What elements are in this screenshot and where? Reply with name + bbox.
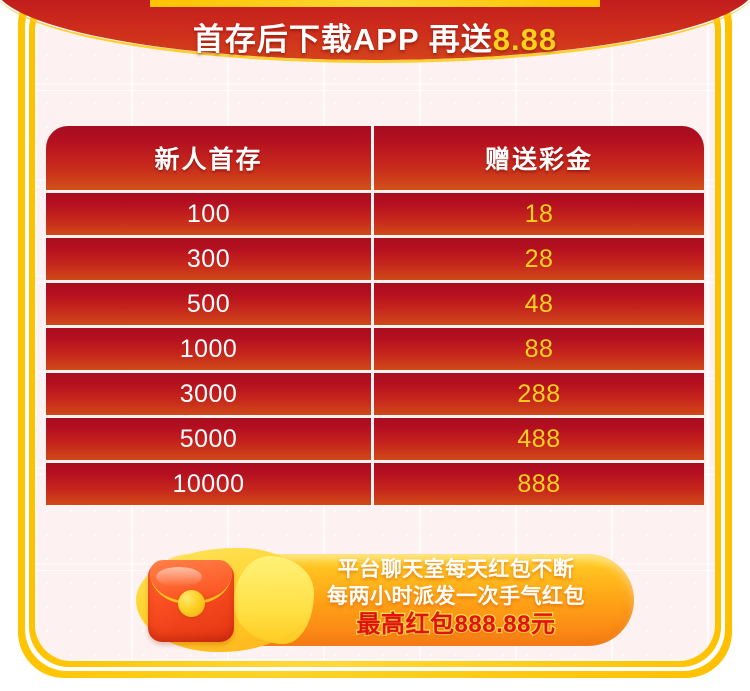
bonus-value: 18 bbox=[524, 199, 554, 228]
cell-deposit: 5000 bbox=[46, 418, 371, 460]
deposit-value: 5000 bbox=[179, 424, 238, 453]
table-row: 300 28 bbox=[46, 235, 704, 280]
column-divider bbox=[371, 328, 374, 370]
bonus-value: 288 bbox=[517, 379, 561, 408]
cell-bonus: 88 bbox=[374, 328, 704, 370]
envelope-highlight bbox=[156, 567, 202, 587]
bonus-value: 88 bbox=[524, 334, 554, 363]
column-divider bbox=[371, 126, 374, 190]
cell-bonus: 18 bbox=[374, 193, 704, 235]
promo-line-1: 平台聊天室每天红包不断 bbox=[337, 558, 575, 581]
column-divider bbox=[371, 463, 374, 505]
cell-deposit: 300 bbox=[46, 238, 371, 280]
bonus-value: 28 bbox=[524, 244, 554, 273]
table-header-row: 新人首存 赠送彩金 bbox=[46, 126, 704, 190]
cell-bonus: 288 bbox=[374, 373, 704, 415]
cell-deposit: 10000 bbox=[46, 463, 371, 505]
header-cell-bonus: 赠送彩金 bbox=[374, 126, 704, 190]
cell-deposit: 100 bbox=[46, 193, 371, 235]
deposit-value: 300 bbox=[186, 244, 231, 273]
cell-deposit: 1000 bbox=[46, 328, 371, 370]
bonus-table: 新人首存 赠送彩金 100 18 300 28 bbox=[46, 126, 704, 510]
deposit-value: 3000 bbox=[179, 379, 238, 408]
column-divider bbox=[371, 373, 374, 415]
promo-line-2: 每两小时派发一次手气红包 bbox=[327, 585, 585, 608]
cell-bonus: 28 bbox=[374, 238, 704, 280]
table-row: 100 18 bbox=[46, 190, 704, 235]
promo-banner: 平台聊天室每天红包不断 每两小时派发一次手气红包 最高红包888.88元 bbox=[126, 548, 634, 652]
bonus-value: 488 bbox=[517, 424, 561, 453]
cell-deposit: 3000 bbox=[46, 373, 371, 415]
column-header-deposit: 新人首存 bbox=[154, 146, 263, 174]
promo-text-block: 平台聊天室每天红包不断 每两小时派发一次手气红包 最高红包888.88元 bbox=[286, 556, 626, 640]
table-row: 3000 288 bbox=[46, 370, 704, 415]
bonus-value: 48 bbox=[524, 289, 554, 318]
headline-prefix: 首存后下载APP 再送 bbox=[192, 22, 493, 57]
column-divider bbox=[371, 238, 374, 280]
header-ribbon bbox=[0, 0, 750, 78]
promo-blob-accent bbox=[234, 556, 314, 644]
ribbon-gold-edge bbox=[0, 0, 750, 63]
cell-deposit: 500 bbox=[46, 283, 371, 325]
headline-amount: 8.88 bbox=[492, 22, 558, 57]
cell-bonus: 488 bbox=[374, 418, 704, 460]
envelope-clasp bbox=[178, 590, 205, 617]
deposit-value: 10000 bbox=[172, 469, 245, 498]
column-header-bonus: 赠送彩金 bbox=[484, 146, 593, 174]
bonus-value: 888 bbox=[517, 469, 561, 498]
ribbon-top-gold-bar bbox=[150, 0, 600, 7]
table-row: 500 48 bbox=[46, 280, 704, 325]
red-envelope-icon bbox=[148, 560, 234, 642]
header-cell-deposit: 新人首存 bbox=[46, 126, 371, 190]
table-row: 10000 888 bbox=[46, 460, 704, 505]
promo-line-3: 最高红包888.88元 bbox=[355, 610, 556, 640]
column-divider bbox=[371, 283, 374, 325]
column-divider bbox=[371, 193, 374, 235]
cell-bonus: 48 bbox=[374, 283, 704, 325]
deposit-value: 500 bbox=[186, 289, 231, 318]
table-row: 5000 488 bbox=[46, 415, 704, 460]
table-row: 1000 88 bbox=[46, 325, 704, 370]
page-title: 首存后下载APP 再送8.88 bbox=[0, 14, 750, 59]
cell-bonus: 888 bbox=[374, 463, 704, 505]
deposit-value: 100 bbox=[186, 199, 231, 228]
column-divider bbox=[371, 418, 374, 460]
deposit-value: 1000 bbox=[179, 334, 238, 363]
